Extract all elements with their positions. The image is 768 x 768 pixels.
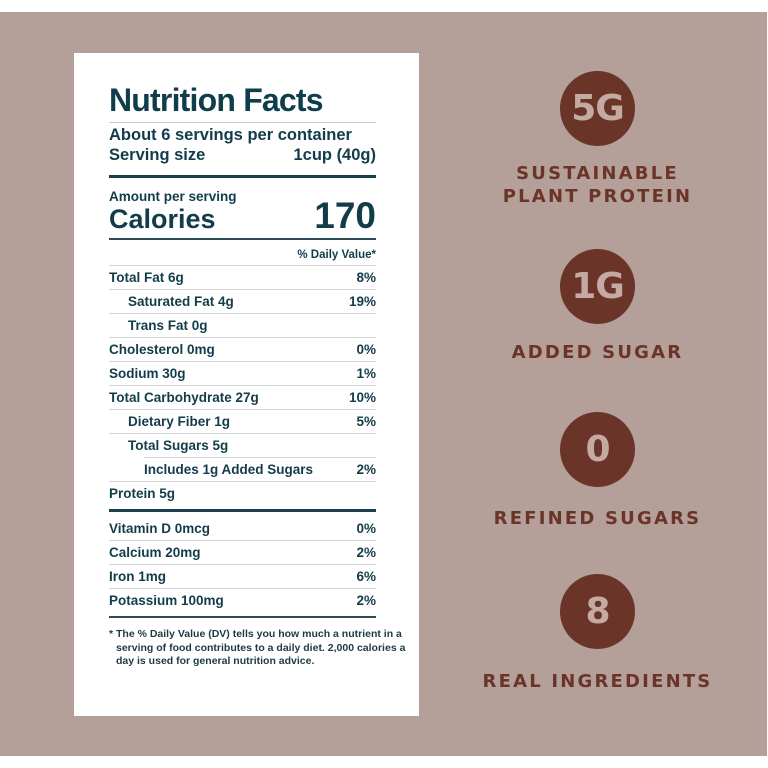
nutrient-label: Total Carbohydrate 27g bbox=[109, 390, 259, 405]
nutrient-dv: 10% bbox=[348, 390, 376, 405]
nutrient-row-dietary-fiber: Dietary Fiber 1g 5% bbox=[109, 409, 376, 433]
nutrient-dv: 8% bbox=[356, 270, 376, 285]
badge-circle: 0 bbox=[560, 412, 635, 487]
nutrient-row-total-carbohydrate: Total Carbohydrate 27g 10% bbox=[109, 385, 376, 409]
vitamin-dv: 2% bbox=[356, 545, 376, 560]
vitamin-row-iron: Iron 1mg 6% bbox=[109, 564, 376, 588]
nutrient-row-protein: Protein 5g bbox=[109, 481, 376, 505]
nutrient-label: Protein 5g bbox=[109, 486, 176, 501]
badge-label-line: SUSTAINABLE bbox=[516, 163, 679, 184]
nutrient-label: Trans Fat 0g bbox=[128, 318, 208, 333]
badge-label: REFINED SUGARS bbox=[493, 508, 702, 529]
servings-per-container: About 6 servings per container bbox=[109, 126, 352, 144]
vitamin-dv: 6% bbox=[356, 569, 376, 584]
nutrient-dv: 2% bbox=[356, 462, 376, 477]
badge-label: SUSTAINABLE PLANT PROTEIN bbox=[470, 162, 725, 208]
vitamin-row-calcium: Calcium 20mg 2% bbox=[109, 540, 376, 564]
badge-circle: 8 bbox=[560, 574, 635, 649]
nutrient-row-trans-fat: Trans Fat 0g bbox=[109, 313, 376, 337]
badge-real-ingredients: 8 REAL INGREDIENTS bbox=[470, 574, 725, 693]
nutrient-label: Dietary Fiber 1g bbox=[128, 414, 231, 429]
nutrient-row-total-sugars: Total Sugars 5g bbox=[109, 433, 376, 457]
daily-value-footnote: * The % Daily Value (DV) tells you how m… bbox=[109, 628, 406, 667]
nutrient-label: Sodium 30g bbox=[109, 366, 186, 381]
vitamin-label: Potassium 100mg bbox=[109, 593, 224, 608]
badge-label-line: PLANT PROTEIN bbox=[502, 186, 693, 207]
nutrient-row-total-fat: Total Fat 6g 8% bbox=[109, 265, 376, 289]
nutrient-dv: 19% bbox=[348, 294, 376, 309]
vitamin-row-vitamin-d: Vitamin D 0mcg 0% bbox=[109, 517, 376, 540]
nutrition-title: Nutrition Facts bbox=[109, 82, 324, 118]
divider-thick bbox=[109, 175, 376, 178]
nutrient-row-added-sugars: Includes 1g Added Sugars 2% bbox=[144, 457, 376, 481]
divider bbox=[109, 122, 376, 123]
nutrient-row-saturated-fat: Saturated Fat 4g 19% bbox=[109, 289, 376, 313]
calories-value: 170 bbox=[314, 195, 376, 236]
vitamin-label: Calcium 20mg bbox=[109, 545, 201, 560]
vitamins-section: Vitamin D 0mcg 0% Calcium 20mg 2% Iron 1… bbox=[109, 517, 376, 612]
nutrient-row-sodium: Sodium 30g 1% bbox=[109, 361, 376, 385]
serving-size-label: Serving size bbox=[109, 146, 206, 164]
calories-label: Calories bbox=[109, 204, 216, 234]
nutrient-dv: 1% bbox=[356, 366, 376, 381]
calories-row: Calories 170 bbox=[109, 197, 376, 238]
nutrient-label: Includes 1g Added Sugars bbox=[144, 462, 314, 477]
badge-label: REAL INGREDIENTS bbox=[482, 671, 713, 692]
divider-medium bbox=[109, 238, 376, 240]
vitamin-label: Iron 1mg bbox=[109, 569, 167, 584]
vitamin-label: Vitamin D 0mcg bbox=[109, 521, 211, 536]
badge-circle: 5G bbox=[560, 71, 635, 146]
nutrient-label: Cholesterol 0mg bbox=[109, 342, 215, 357]
badge-plant-protein: 5G SUSTAINABLE PLANT PROTEIN bbox=[470, 71, 725, 208]
serving-size-row: Serving size 1cup (40g) bbox=[109, 145, 376, 175]
daily-value-header: % Daily Value* bbox=[297, 249, 376, 261]
vitamin-row-potassium: Potassium 100mg 2% bbox=[109, 588, 376, 612]
badge-label: ADDED SUGAR bbox=[511, 342, 684, 363]
nutrition-facts-label: Nutrition Facts About 6 servings per con… bbox=[74, 53, 419, 716]
nutrient-dv: 0% bbox=[356, 342, 376, 357]
vitamin-dv: 2% bbox=[356, 593, 376, 608]
amount-per-serving: Amount per serving bbox=[109, 189, 237, 204]
badge-added-sugar: 1G ADDED SUGAR bbox=[470, 249, 725, 364]
badge-refined-sugars: 0 REFINED SUGARS bbox=[470, 412, 725, 530]
nutrient-dv: 5% bbox=[356, 414, 376, 429]
vitamin-dv: 0% bbox=[356, 521, 376, 536]
divider-thick bbox=[109, 509, 376, 512]
divider-medium bbox=[109, 616, 376, 618]
nutrient-label: Total Fat 6g bbox=[109, 270, 184, 285]
nutrient-row-cholesterol: Cholesterol 0mg 0% bbox=[109, 337, 376, 361]
serving-size-value: 1cup (40g) bbox=[293, 146, 376, 164]
nutrient-label: Saturated Fat 4g bbox=[128, 294, 234, 309]
badge-circle: 1G bbox=[560, 249, 635, 324]
feature-badges: 5G SUSTAINABLE PLANT PROTEIN 1G ADDED SU… bbox=[470, 0, 725, 768]
nutrient-label: Total Sugars 5g bbox=[128, 438, 229, 453]
